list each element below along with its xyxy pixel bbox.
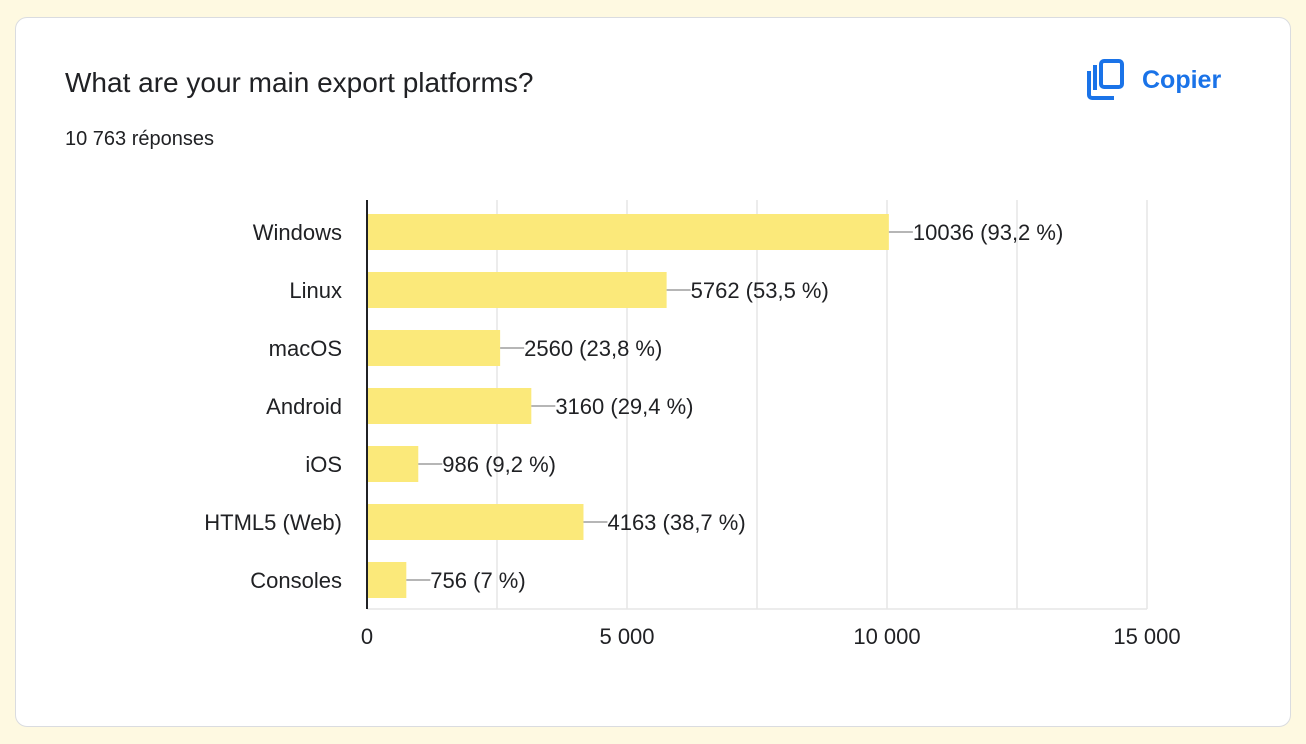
data-label: 986 (9,2 %): [442, 452, 556, 477]
copy-button-label: Copier: [1142, 65, 1222, 94]
x-tick-label: 5 000: [599, 624, 654, 649]
data-label: 756 (7 %): [430, 568, 525, 593]
category-label: Windows: [253, 220, 342, 245]
data-label: 4163 (38,7 %): [607, 510, 745, 535]
copy-button[interactable]: Copier: [1082, 56, 1229, 104]
x-tick-label: 15 000: [1113, 624, 1180, 649]
data-label: 3160 (29,4 %): [555, 394, 693, 419]
category-label: Linux: [289, 278, 342, 303]
category-label: iOS: [305, 452, 342, 477]
x-tick-label: 0: [361, 624, 373, 649]
category-label: HTML5 (Web): [204, 510, 342, 535]
bar[interactable]: [367, 214, 889, 250]
labels: Windows 10036 (93,2 %) Linux 5762 (53,5 %) m…: [204, 200, 1181, 649]
bar[interactable]: [367, 272, 667, 308]
bar[interactable]: [367, 562, 407, 598]
category-label: macOS: [269, 336, 342, 361]
response-count: 10 763 réponses: [65, 128, 215, 150]
bar[interactable]: [367, 504, 584, 540]
category-label: Consoles: [250, 568, 342, 593]
grid-lines: [367, 200, 1148, 610]
x-tick-label: 10 000: [853, 624, 920, 649]
data-label: 10036 (93,2 %): [913, 220, 1063, 245]
data-label: 5762 (53,5 %): [691, 278, 829, 303]
data-label: 2560 (23,8 %): [524, 336, 662, 361]
bars: [367, 214, 913, 598]
bar[interactable]: [367, 388, 532, 424]
bar[interactable]: [367, 330, 501, 366]
bar[interactable]: [367, 446, 419, 482]
copy-icon: [1087, 59, 1124, 100]
question-title: What are your main export platforms?: [65, 67, 534, 98]
category-label: Android: [266, 394, 342, 419]
